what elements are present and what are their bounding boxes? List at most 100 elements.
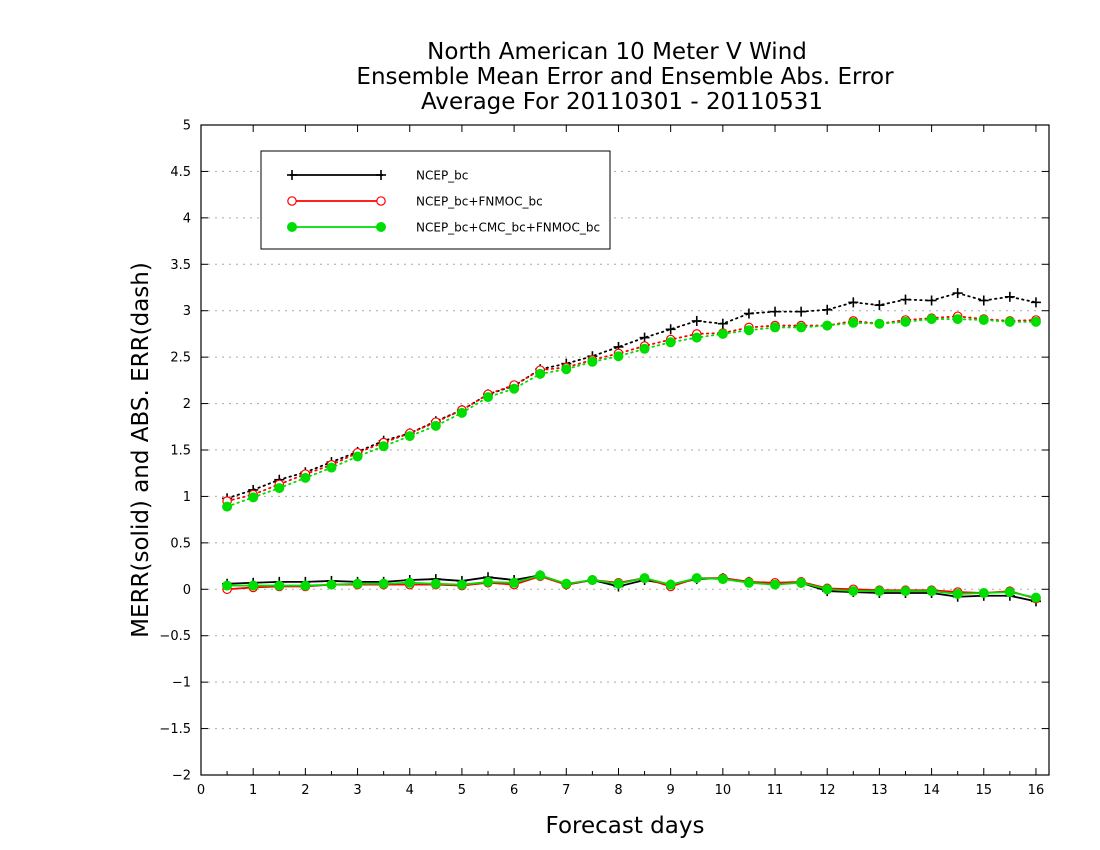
merr-point bbox=[326, 579, 337, 590]
legend-marker-start bbox=[287, 170, 297, 180]
legend-item: NCEP_bc+FNMOC_bc bbox=[287, 195, 543, 209]
legend-label: NCEP_bc+FNMOC_bc bbox=[416, 195, 543, 209]
abs-err-point bbox=[691, 315, 702, 326]
merr-point bbox=[404, 577, 415, 588]
abs-err-point bbox=[1004, 316, 1015, 327]
abs-err-point bbox=[926, 314, 937, 325]
abs-err-point bbox=[848, 317, 859, 328]
abs-err-point bbox=[430, 420, 441, 431]
merr-point bbox=[248, 580, 259, 591]
abs-err-point bbox=[248, 492, 259, 503]
y-axis-label: MERR(solid) and ABS. ERR(dash) bbox=[128, 262, 154, 638]
merr-point bbox=[848, 586, 859, 597]
x-tick-label: 12 bbox=[819, 783, 836, 798]
abs-err-point bbox=[874, 300, 885, 311]
x-axis-label: Forecast days bbox=[546, 813, 705, 839]
abs-err-point bbox=[796, 306, 807, 317]
legend-marker-end bbox=[376, 222, 386, 232]
abs-err-point bbox=[978, 315, 989, 325]
merr-point bbox=[274, 580, 285, 591]
abs-err-point bbox=[456, 407, 467, 418]
merr-point bbox=[509, 577, 520, 588]
abs-err-point bbox=[613, 351, 624, 362]
y-tick-labels: −2 −1.5 −1 −0.5 0 0.5 1 1.5 2 2.5 3 3.5 4 4.5 5 bbox=[159, 119, 191, 784]
abs-err-point bbox=[848, 297, 859, 308]
abs-err-point bbox=[274, 483, 285, 494]
abs-err-point bbox=[326, 462, 337, 473]
y-tick-label: 4 bbox=[183, 211, 191, 226]
abs-err-point bbox=[639, 332, 650, 343]
merr-point bbox=[900, 586, 911, 597]
abs-err-point bbox=[378, 441, 389, 452]
x-tick-label: 10 bbox=[715, 783, 732, 798]
merr-point bbox=[978, 588, 989, 598]
merr-point bbox=[952, 588, 963, 599]
abs-err-point bbox=[796, 322, 807, 333]
abs-err-point bbox=[222, 501, 233, 512]
abs-err-point bbox=[665, 337, 676, 348]
merr-point bbox=[926, 586, 937, 597]
x-tick-label: 16 bbox=[1028, 783, 1045, 798]
abs-err-point bbox=[926, 295, 937, 306]
abs-err-point bbox=[952, 314, 963, 325]
y-tick-label: 0.5 bbox=[170, 536, 191, 551]
x-tick-label: 1 bbox=[249, 783, 257, 798]
abs-err-point bbox=[509, 383, 520, 394]
abs-err-line bbox=[226, 318, 1037, 508]
y-tick-label: 0 bbox=[183, 583, 191, 598]
legend-label: NCEP_bc bbox=[416, 169, 468, 183]
x-tick-label: 14 bbox=[923, 783, 940, 798]
merr-point bbox=[770, 579, 781, 590]
y-tick-label: 3.5 bbox=[170, 258, 191, 273]
x-tick-label: 13 bbox=[871, 783, 888, 798]
y-tick-label: 3 bbox=[183, 304, 191, 319]
merr-point bbox=[430, 578, 441, 589]
y-tick-label: 5 bbox=[183, 119, 191, 134]
merr-point bbox=[613, 578, 624, 589]
legend-box bbox=[260, 150, 611, 250]
merr-point bbox=[300, 580, 311, 591]
y-tick-label: −1 bbox=[172, 676, 191, 691]
merr-point bbox=[639, 573, 650, 584]
legend-item: NCEP_bc+CMC_bc+FNMOC_bc bbox=[287, 221, 600, 235]
abs-err-point bbox=[561, 364, 572, 375]
series-layer bbox=[222, 288, 1041, 607]
x-tick-labels: 0 1 2 3 4 5 6 7 8 9 10 11 12 13 14 15 16 bbox=[197, 783, 1044, 798]
series-ncep-bc-cmc-bc-fnmoc-bc bbox=[222, 314, 1041, 603]
x-tick-label: 8 bbox=[614, 783, 622, 798]
y-tick-label: −2 bbox=[172, 769, 191, 784]
merr-point bbox=[378, 578, 389, 589]
merr-point bbox=[1004, 587, 1015, 598]
axis-ticks bbox=[200, 124, 1049, 776]
chart-title: North American 10 Meter V Wind Ensemble … bbox=[356, 39, 894, 115]
merr-line bbox=[227, 574, 1037, 603]
merr-point bbox=[535, 570, 546, 581]
merr-point bbox=[456, 579, 467, 590]
title-line-3: Average For 20110301 - 20110531 bbox=[421, 89, 823, 115]
grid bbox=[201, 170, 1049, 730]
abs-err-point bbox=[952, 288, 963, 299]
abs-err-point bbox=[639, 343, 650, 354]
merr-point bbox=[483, 576, 494, 587]
x-tick-label: 11 bbox=[767, 783, 784, 798]
abs-err-line bbox=[226, 292, 1037, 500]
abs-err-point bbox=[822, 320, 833, 331]
merr-point bbox=[822, 584, 833, 595]
series-ncep-bc-fnmoc-bc bbox=[222, 311, 1041, 604]
abs-err-point bbox=[770, 306, 781, 317]
y-tick-label: −1.5 bbox=[159, 722, 191, 737]
legend-marker-end bbox=[376, 196, 386, 206]
merr-point bbox=[665, 579, 676, 590]
abs-err-point bbox=[352, 451, 363, 462]
abs-err-point bbox=[717, 328, 728, 339]
abs-err-point bbox=[665, 324, 676, 335]
y-tick-label: 2.5 bbox=[170, 351, 191, 366]
merr-point bbox=[1030, 592, 1041, 603]
x-tick-label: 9 bbox=[667, 783, 675, 798]
title-line-2: Ensemble Mean Error and Ensemble Abs. Er… bbox=[356, 64, 894, 90]
abs-err-point bbox=[1030, 316, 1041, 327]
merr-point bbox=[352, 578, 363, 589]
legend: NCEP_bc NCEP_bc+FNMOC_bc NCEP_bc+CMC_bc+FN… bbox=[260, 150, 611, 250]
merr-point bbox=[874, 586, 885, 597]
abs-err-point bbox=[404, 431, 415, 442]
